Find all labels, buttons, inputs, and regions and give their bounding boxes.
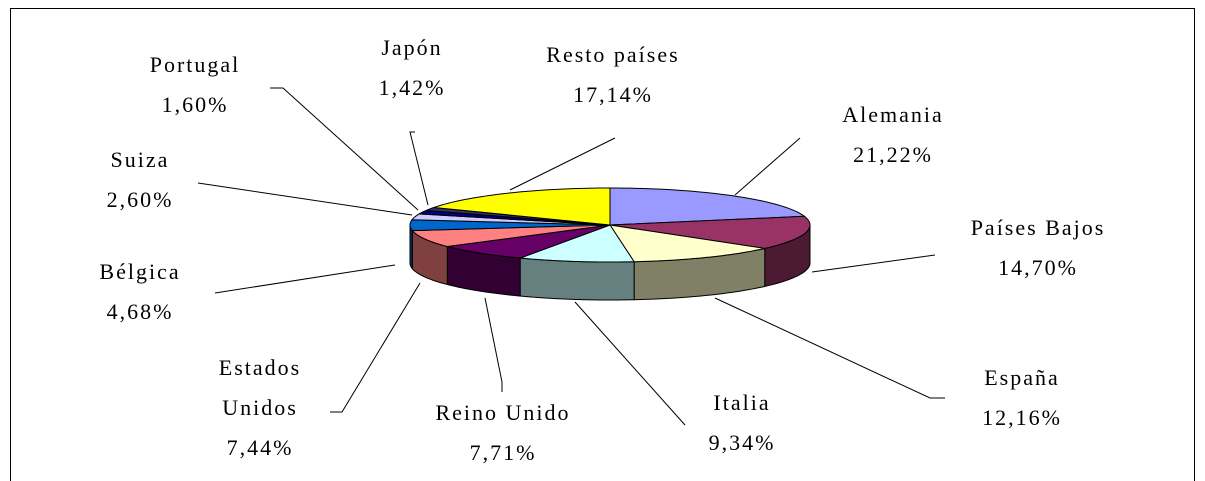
pie-slice bbox=[447, 224, 611, 259]
leader-line bbox=[714, 297, 945, 399]
data-label: Italia 9,34% bbox=[709, 383, 776, 463]
leader-line bbox=[574, 301, 686, 426]
frame bbox=[10, 8, 1195, 481]
value-label: 7,44% bbox=[226, 435, 294, 460]
category-name: Portugal bbox=[149, 52, 241, 77]
value-label: 1,60% bbox=[161, 92, 229, 117]
leader-line bbox=[484, 297, 503, 392]
category-name: España bbox=[984, 365, 1060, 390]
value-label: 2,60% bbox=[106, 187, 174, 212]
leader-line bbox=[214, 264, 396, 294]
category-name: Italia bbox=[713, 390, 771, 415]
data-label: Portugal 1,60% bbox=[150, 45, 241, 125]
data-label: Reino Unido 7,71% bbox=[435, 393, 570, 473]
value-label: 9,34% bbox=[708, 430, 776, 455]
pie-slice bbox=[433, 187, 611, 226]
pie-slice bbox=[409, 219, 611, 232]
leader-line bbox=[509, 137, 616, 191]
data-label: Japón 1,42% bbox=[379, 28, 446, 108]
category-name: Alemania bbox=[842, 102, 944, 127]
leader-line bbox=[811, 254, 936, 273]
category-name: Países Bajos bbox=[970, 215, 1106, 240]
value-label: 1,42% bbox=[378, 75, 446, 100]
value-label: 17,14% bbox=[573, 82, 653, 107]
leader-line bbox=[734, 137, 801, 196]
pie-slice bbox=[609, 187, 806, 226]
leader-line bbox=[197, 182, 413, 216]
category-name: Japón bbox=[381, 35, 443, 60]
category-name: Bélgica bbox=[99, 259, 181, 284]
data-label: España 12,16% bbox=[982, 358, 1062, 438]
pie-slice bbox=[411, 224, 611, 248]
data-label: Estados Unidos 7,44% bbox=[185, 348, 335, 468]
data-label: Países Bajos 14,70% bbox=[971, 208, 1106, 288]
pie-slice bbox=[608, 224, 765, 263]
pie-side bbox=[409, 224, 413, 271]
pie-side bbox=[519, 257, 635, 301]
data-label: Alemania 21,22% bbox=[842, 95, 944, 175]
leader-line bbox=[409, 131, 429, 206]
value-label: 7,71% bbox=[469, 440, 537, 465]
value-label: 4,68% bbox=[106, 299, 174, 324]
leader-line bbox=[270, 87, 419, 211]
data-label: Suiza 2,60% bbox=[107, 140, 174, 220]
category-name: Resto países bbox=[546, 42, 680, 67]
data-label: Resto países 17,14% bbox=[546, 35, 679, 115]
pie-slice bbox=[609, 215, 811, 249]
pie-slice bbox=[519, 224, 636, 263]
category-name: Suiza bbox=[110, 147, 170, 172]
data-label: Bélgica 4,68% bbox=[99, 252, 180, 332]
value-label: 14,70% bbox=[998, 255, 1078, 280]
category-name: Reino Unido bbox=[435, 400, 571, 425]
category-name: Estados Unidos bbox=[218, 355, 302, 420]
value-label: 21,22% bbox=[853, 142, 933, 167]
value-label: 12,16% bbox=[982, 405, 1062, 430]
leader-line bbox=[330, 282, 421, 413]
